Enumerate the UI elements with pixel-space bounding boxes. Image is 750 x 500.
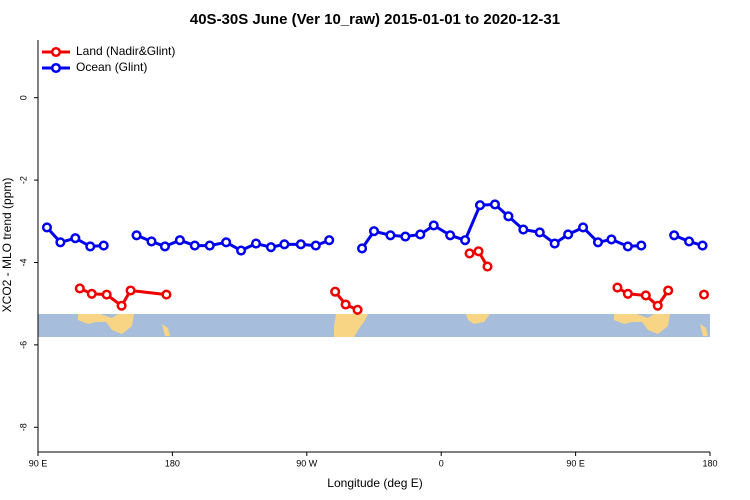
- land-shape: [614, 314, 670, 334]
- x-tick-label: 90 E: [566, 458, 585, 468]
- data-point: [385, 230, 396, 241]
- data-point: [55, 237, 66, 248]
- legend-swatch-marker: [50, 46, 62, 58]
- data-point: [340, 299, 351, 310]
- legend-swatch-marker: [50, 62, 62, 74]
- data-point: [534, 227, 545, 238]
- land-shape: [162, 324, 170, 336]
- data-point: [698, 289, 710, 300]
- x-tick-label: 0: [439, 458, 444, 468]
- data-point: [265, 242, 277, 253]
- data-point: [464, 248, 475, 259]
- legend-label: Ocean (Glint): [76, 60, 147, 74]
- data-point: [324, 235, 335, 246]
- y-tick-label: -6: [18, 341, 28, 349]
- data-point: [640, 290, 651, 301]
- y-tick-label: -8: [18, 423, 28, 431]
- land-shape: [334, 314, 368, 337]
- x-axis-label: Longitude (deg E): [327, 476, 422, 490]
- x-tick-label: 90 E: [29, 458, 48, 468]
- data-point: [74, 283, 85, 294]
- data-point: [236, 245, 247, 256]
- data-point: [563, 229, 574, 240]
- data-point: [460, 235, 471, 246]
- data-point: [98, 240, 109, 251]
- land-shape: [700, 324, 708, 336]
- land-shape: [78, 314, 134, 334]
- data-point: [146, 236, 157, 247]
- map-band: [38, 314, 710, 337]
- x-tick-label: 90 W: [296, 458, 318, 468]
- data-point: [159, 241, 170, 252]
- data-point: [174, 235, 185, 246]
- data-point: [428, 220, 439, 231]
- data-point: [352, 304, 363, 315]
- data-point: [697, 240, 708, 251]
- data-point: [131, 230, 142, 241]
- data-point: [295, 239, 306, 250]
- data-point: [518, 224, 529, 235]
- data-point: [503, 211, 514, 222]
- data-point: [368, 226, 380, 237]
- data-point: [473, 246, 484, 257]
- data-point: [221, 237, 232, 248]
- data-point: [116, 300, 127, 311]
- data-point: [684, 236, 695, 247]
- data-point: [474, 200, 486, 211]
- data-point: [85, 241, 96, 252]
- data-point: [330, 286, 341, 297]
- data-point: [549, 238, 560, 249]
- data-point: [669, 230, 680, 241]
- data-point: [415, 229, 426, 240]
- data-point: [622, 288, 633, 299]
- data-point: [70, 233, 81, 244]
- data-point: [250, 238, 262, 249]
- y-tick-label: 0: [18, 95, 28, 100]
- data-point: [161, 289, 172, 300]
- y-tick-label: -2: [18, 176, 28, 184]
- data-point: [592, 237, 604, 248]
- data-point: [578, 222, 589, 233]
- data-point: [279, 239, 290, 250]
- ocean-band: [38, 314, 710, 337]
- y-tick-label: -4: [18, 258, 28, 266]
- data-point: [652, 300, 663, 311]
- data-point: [189, 240, 200, 251]
- data-point: [41, 222, 53, 233]
- data-point: [310, 240, 321, 251]
- data-point: [636, 240, 647, 251]
- land-shape: [466, 314, 490, 324]
- data-point: [445, 230, 456, 241]
- data-point: [357, 243, 368, 254]
- data-point: [204, 240, 215, 251]
- chart-title: 40S-30S June (Ver 10_raw) 2015-01-01 to …: [190, 11, 560, 28]
- x-tick-label: 180: [165, 458, 180, 468]
- data-point: [663, 285, 674, 296]
- x-tick-label: 180: [702, 458, 717, 468]
- y-axis-label: XCO2 - MLO trend (ppm): [0, 178, 14, 313]
- data-point: [606, 234, 617, 245]
- legend-label: Land (Nadir&Glint): [76, 44, 175, 58]
- data-point: [125, 285, 136, 296]
- data-point: [482, 261, 493, 272]
- data-point: [489, 199, 501, 210]
- data-point: [612, 282, 623, 293]
- data-point: [400, 231, 411, 242]
- data-point: [86, 288, 97, 299]
- data-point: [622, 241, 633, 252]
- data-point: [101, 289, 112, 300]
